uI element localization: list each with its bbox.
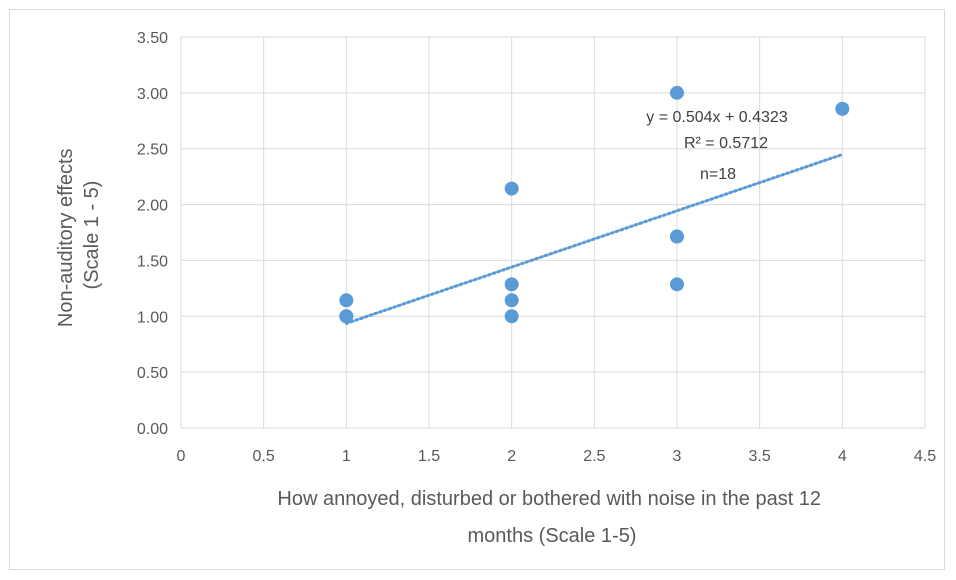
x-axis-title: How annoyed, disturbed or bothered with … <box>277 488 826 547</box>
trendline <box>344 152 844 325</box>
x-axis-title-line-2: months (Scale 1-5) <box>468 525 637 547</box>
data-point <box>670 85 684 100</box>
y-tick-label: 0.50 <box>137 365 168 382</box>
y-axis-title-line-2: (Scale 1 - 5) <box>81 181 103 290</box>
y-tick-label: 0.00 <box>137 421 168 438</box>
data-point <box>504 181 519 196</box>
r-squared-label: R² = 0.5712 <box>684 135 768 152</box>
y-tick-label: 2.00 <box>137 198 168 215</box>
data-point <box>504 277 519 292</box>
data-point <box>339 293 354 308</box>
trendline-layer <box>344 152 844 325</box>
x-axis-title-line-1: How annoyed, disturbed or bothered with … <box>277 488 821 510</box>
x-tick-label: 3.5 <box>749 448 771 465</box>
x-tick-label: 4.5 <box>914 448 936 465</box>
y-tick-label: 2.50 <box>137 142 168 159</box>
y-axis-title-line-1: Non-auditory effects <box>55 148 77 327</box>
sample-size-label: n=18 <box>700 166 736 183</box>
tick-labels: 0.00 0.50 1.00 1.50 2.00 2.50 3.00 3.50 0 0.5 1 1.5… <box>137 30 936 465</box>
x-tick-label: 0.5 <box>253 448 275 465</box>
data-point <box>670 277 684 292</box>
x-tick-label: 4 <box>838 448 847 465</box>
gridlines <box>180 36 926 429</box>
trendline-equation: y = 0.504x + 0.4323 <box>646 109 788 126</box>
y-axis-title: Non-auditory effects (Scale 1 - 5) <box>55 143 103 327</box>
data-point <box>339 309 354 324</box>
data-point <box>835 101 850 116</box>
chart-area <box>9 9 945 570</box>
x-tick-label: 2 <box>507 448 516 465</box>
x-tick-label: 2.5 <box>583 448 605 465</box>
y-tick-label: 1.50 <box>137 253 168 270</box>
data-points <box>339 85 850 324</box>
x-tick-label: 0 <box>177 448 186 465</box>
y-tick-label: 3.00 <box>137 86 168 103</box>
data-point <box>504 309 519 324</box>
x-tick-label: 1 <box>342 448 351 465</box>
data-point <box>670 229 684 244</box>
data-point <box>504 293 519 308</box>
y-tick-label: 1.00 <box>137 309 168 326</box>
x-tick-label: 1.5 <box>418 448 440 465</box>
y-tick-label: 3.50 <box>137 30 168 47</box>
x-tick-label: 3 <box>673 448 682 465</box>
